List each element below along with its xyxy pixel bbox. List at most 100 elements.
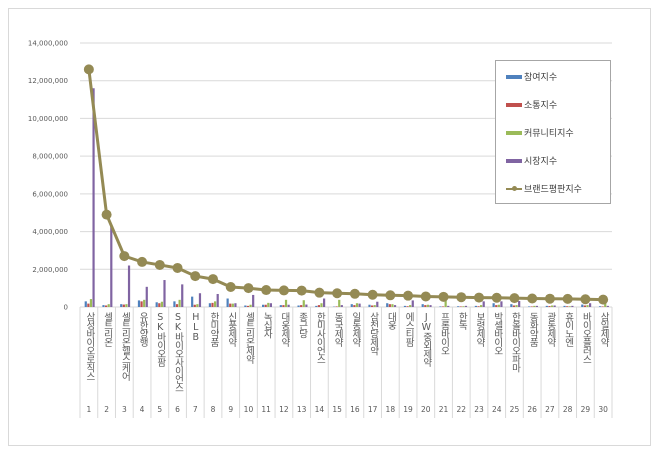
brand-index-point-7: [190, 271, 201, 282]
bar-1-29: [581, 304, 584, 307]
bar-2-22: [459, 306, 462, 307]
bar-1-20: [421, 304, 424, 307]
bar-4-27: [553, 305, 556, 307]
bar-4-2: [110, 225, 113, 307]
bar-2-20: [424, 305, 427, 307]
bar-4-15: [340, 305, 343, 307]
bar-1-21: [439, 306, 442, 307]
bar-4-21: [447, 305, 450, 307]
category-label: 바이오플러스: [580, 312, 592, 363]
bar-1-27: [545, 305, 548, 307]
color-swatch-icon: [506, 158, 522, 163]
category-label: 박셀바이오: [491, 312, 503, 355]
bar-2-13: [300, 305, 303, 307]
bar-1-24: [492, 303, 495, 307]
category-label: 한올바이오파마: [509, 312, 521, 372]
category-label: 대웅: [385, 312, 397, 329]
category-label: 녹십자: [261, 312, 273, 338]
bar-3-14: [320, 303, 323, 307]
bar-4-23: [482, 301, 485, 307]
category-label: 한미약품: [208, 312, 219, 346]
bar-3-3: [125, 304, 128, 307]
bar-2-12: [282, 305, 285, 307]
bar-1-17: [368, 304, 371, 307]
rank-label: 11: [261, 405, 271, 414]
brand-index-point-24: [491, 292, 502, 303]
bar-2-27: [548, 306, 551, 307]
category-label: 대웅제약: [278, 312, 290, 346]
bar-3-7: [196, 304, 199, 307]
brand-index-point-13: [296, 285, 307, 296]
rank-label: 16: [350, 405, 360, 414]
legend: 참여지수 소통지수 커뮤니티지수 시장지수 브랜드평판지수: [495, 60, 611, 204]
bar-4-9: [234, 303, 237, 307]
bar-2-29: [583, 305, 586, 307]
rank-label: 30: [598, 405, 608, 414]
bar-3-24: [497, 304, 500, 307]
brand-index-point-29: [580, 294, 591, 305]
bar-4-28: [571, 305, 574, 307]
bar-1-13: [297, 305, 300, 307]
legend-item: 커뮤니티지수: [506, 126, 574, 139]
rank-label: 13: [296, 405, 307, 414]
legend-label: 참여지수: [524, 73, 558, 83]
bar-3-28: [568, 306, 571, 307]
brand-index-point-22: [456, 292, 467, 303]
bar-4-4: [145, 286, 148, 307]
bar-2-30: [601, 306, 604, 307]
bar-4-17: [376, 301, 379, 307]
bar-2-4: [140, 301, 143, 307]
rank-label: 20: [421, 405, 431, 414]
bar-3-12: [284, 299, 288, 307]
legend-label: 시장지수: [524, 157, 558, 167]
legend-item: 브랜드평판지수: [506, 182, 582, 195]
category-label: 광동제약: [544, 312, 556, 346]
bar-3-2: [107, 304, 110, 307]
brand-index-point-15: [332, 288, 343, 299]
category-label: SK바이오사이언스: [172, 312, 184, 392]
rank-label: 27: [545, 405, 555, 414]
bar-1-16: [350, 304, 353, 307]
brand-index-point-27: [544, 293, 555, 304]
rank-label: 19: [403, 405, 413, 414]
bar-3-21: [444, 300, 447, 307]
bar-2-2: [105, 305, 108, 307]
bar-3-9: [231, 303, 234, 307]
brand-index-point-26: [527, 293, 538, 304]
bar-1-3: [120, 304, 123, 307]
bar-3-20: [426, 304, 429, 307]
bar-3-13: [302, 300, 305, 307]
bar-2-25: [512, 305, 516, 307]
bar-3-23: [480, 305, 483, 307]
bar-2-24: [495, 305, 498, 307]
bar-2-23: [477, 306, 480, 307]
bar-3-26: [533, 305, 536, 307]
bar-4-20: [429, 305, 432, 307]
color-swatch-icon: [506, 130, 522, 135]
category-label: 셀트리온헬스케어: [119, 312, 131, 380]
bar-1-8: [208, 303, 211, 307]
brand-index-point-23: [474, 292, 484, 303]
bar-4-10: [252, 294, 255, 307]
bar-2-19: [406, 306, 409, 307]
bar-2-16: [353, 305, 356, 307]
bar-2-17: [371, 305, 374, 307]
bar-3-1: [89, 299, 93, 307]
brand-index-point-5: [154, 259, 165, 270]
y-tick-label: 6,000,000: [32, 190, 68, 198]
y-tick-label: 14,000,000: [28, 40, 68, 48]
bar-3-4: [143, 299, 146, 307]
category-label: 한독: [456, 312, 468, 329]
brand-index-point-11: [261, 285, 272, 296]
brand-index-point-1: [83, 64, 94, 75]
category-label: 유한양행: [137, 312, 149, 346]
bar-3-27: [550, 305, 554, 307]
category-label: 삼일제약: [598, 312, 610, 346]
y-tick-label: 2,000,000: [32, 266, 68, 274]
brand-index-point-16: [349, 288, 360, 299]
y-tick-label: 4,000,000: [32, 228, 68, 236]
bar-4-18: [393, 305, 397, 307]
bar-2-18: [388, 304, 391, 307]
brand-index-point-20: [420, 291, 431, 302]
bar-4-12: [287, 304, 290, 307]
